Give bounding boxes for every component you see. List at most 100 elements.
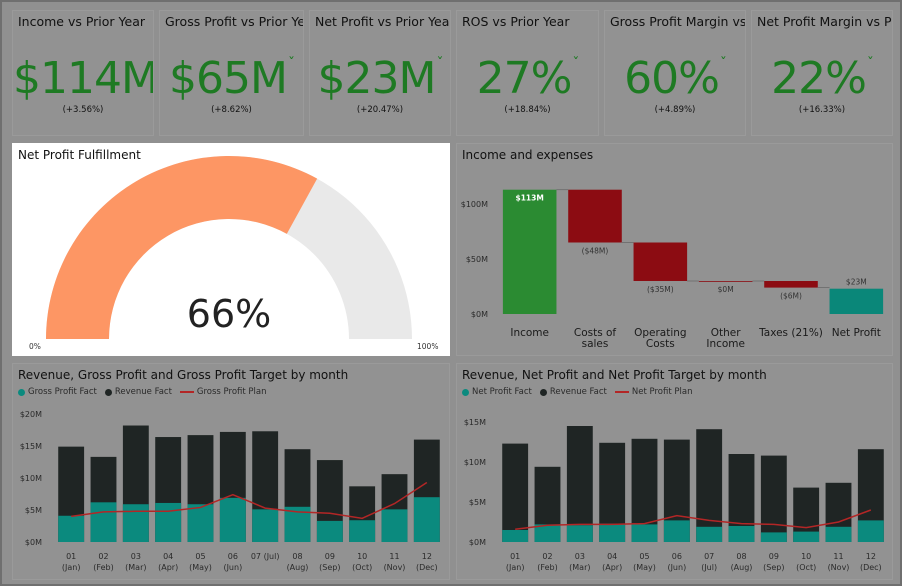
waterfall-category-label: Income xyxy=(706,338,745,350)
profit-bar xyxy=(155,502,182,542)
gp-chart-title: Revenue, Gross Profit and Gross Profit T… xyxy=(18,368,349,382)
x-tick-label: 01 xyxy=(510,552,520,561)
kpi-card-ros[interactable]: ROS vs Prior Year 27%ˇ (+18.84%) xyxy=(456,10,599,136)
x-tick-label: (Jul) xyxy=(701,563,717,572)
kpi-title: Gross Profit Margin vs P... xyxy=(610,14,746,29)
waterfall-category-label: Income xyxy=(510,327,549,339)
waterfall-category-label: sales xyxy=(582,338,609,350)
kpi-card-gross-profit-margin[interactable]: Gross Profit Margin vs P... 60%ˇ (+4.89%… xyxy=(604,10,746,136)
legend-item-net-profit-fact[interactable]: Net Profit Fact xyxy=(462,387,532,397)
legend-item-revenue-fact[interactable]: Revenue Fact xyxy=(104,387,172,397)
x-tick-label: 07 xyxy=(704,552,714,561)
revenue-bar xyxy=(696,429,723,542)
gauge-card[interactable]: Net Profit Fulfillment 66% 0% 100% xyxy=(12,143,450,356)
x-tick-label: (Mar) xyxy=(125,563,146,572)
legend-dot-icon xyxy=(18,388,25,396)
check-icon: ˇ xyxy=(436,56,443,72)
profit-bar xyxy=(219,497,246,542)
waterfall-data-label: $23M xyxy=(846,278,867,287)
x-tick-label: (Dec) xyxy=(860,563,882,572)
gauge-chart: 66% 0% 100% xyxy=(29,156,438,351)
y-tick-label: $0M xyxy=(25,538,42,547)
kpi-delta: (+16.33%) xyxy=(798,105,846,115)
profit-bar xyxy=(349,520,376,542)
profit-bar xyxy=(413,497,440,542)
kpi-card-net-profit-margin[interactable]: Net Profit Margin vs Pri... 22%ˇ (+16.33… xyxy=(751,10,893,136)
x-tick-label: 11 xyxy=(389,552,399,561)
profit-bar xyxy=(760,532,787,542)
waterfall-data-label: $113M xyxy=(515,194,543,203)
kpi-card-income[interactable]: Income vs Prior Year $114Mˇ (+3.56%) xyxy=(12,10,154,136)
legend-item-gross-profit-fact[interactable]: Gross Profit Fact xyxy=(18,387,97,397)
waterfall-chart: $0M $50M $100M $113M Income ($48M) Costs ofsal… xyxy=(461,189,884,350)
x-tick-label: 04 xyxy=(607,552,617,561)
kpi-delta: (+18.84%) xyxy=(504,105,551,115)
x-tick-label: 08 xyxy=(292,552,302,561)
legend-item-gross-profit-plan[interactable]: Gross Profit Plan xyxy=(179,387,267,397)
net-profit-monthly-card[interactable]: Revenue, Net Profit and Net Profit Targe… xyxy=(456,363,893,580)
legend-item-net-profit-plan[interactable]: Net Profit Plan xyxy=(614,387,692,397)
waterfall-bar xyxy=(502,189,557,314)
gauge-title: Net Profit Fulfillment xyxy=(18,148,141,162)
revenue-bar xyxy=(502,443,529,542)
legend-line-icon xyxy=(614,391,629,393)
x-tick-label: (Jan) xyxy=(506,563,525,572)
check-icon: ˇ xyxy=(719,56,727,72)
y-tick-label: $0M xyxy=(471,310,488,319)
profit-bar xyxy=(566,525,593,542)
kpi-value: 27%ˇ xyxy=(476,53,580,104)
profit-bar xyxy=(696,526,723,542)
x-tick-label: 10 xyxy=(801,552,811,561)
np-legend: Net Profit Fact Revenue Fact Net Profit … xyxy=(462,387,692,397)
waterfall-data-label: ($48M) xyxy=(582,247,609,256)
waterfall-bar xyxy=(764,281,818,288)
gauge-value-label: 66% xyxy=(187,292,271,336)
kpi-title: Net Profit Margin vs Pri... xyxy=(757,14,892,29)
legend-dot-icon xyxy=(539,388,547,396)
legend-item-revenue-fact[interactable]: Revenue Fact xyxy=(539,387,607,397)
kpi-delta: (+8.62%) xyxy=(211,105,252,115)
x-tick-label: 04 xyxy=(163,552,173,561)
x-tick-label: 03 xyxy=(575,552,585,561)
y-tick-label: $5M xyxy=(25,506,42,515)
x-tick-label: 12 xyxy=(866,552,876,561)
kpi-value: $114Mˇ xyxy=(13,53,154,104)
x-tick-label: 06 xyxy=(228,552,238,561)
x-tick-label: 05 xyxy=(195,552,205,561)
x-tick-label: (Nov) xyxy=(384,563,406,572)
y-tick-label: $15M xyxy=(20,442,42,451)
gross-profit-monthly-card[interactable]: Revenue, Gross Profit and Gross Profit T… xyxy=(12,363,450,580)
gauge-min-label: 0% xyxy=(29,342,41,351)
waterfall-category-label: Costs of xyxy=(574,327,617,339)
x-tick-label: 11 xyxy=(833,552,843,561)
kpi-card-net-profit[interactable]: Net Profit vs Prior Year $23Mˇ (+20.47%) xyxy=(309,10,451,136)
profit-bar xyxy=(252,509,279,542)
kpi-title: Income vs Prior Year xyxy=(18,14,146,29)
profit-bar xyxy=(793,531,820,542)
x-tick-label: (May) xyxy=(633,563,656,572)
profit-bar xyxy=(663,520,690,542)
waterfall-card[interactable]: Income and expenses $0M $50M $100M $113M Inc… xyxy=(456,143,893,356)
kpi-card-gross-profit[interactable]: Gross Profit vs Prior Year $65Mˇ (+8.62%… xyxy=(159,10,304,136)
x-tick-label: 02 xyxy=(98,552,108,561)
x-tick-label: 09 xyxy=(769,552,779,561)
x-tick-label: (Mar) xyxy=(569,563,590,572)
profit-bar xyxy=(58,515,85,542)
kpi-delta: (+20.47%) xyxy=(356,105,404,115)
kpi-title: Gross Profit vs Prior Year xyxy=(165,14,304,29)
legend-dot-icon xyxy=(104,388,112,396)
y-tick-label: $15M xyxy=(464,418,486,427)
x-tick-label: (Feb) xyxy=(537,563,557,572)
kpi-delta: (+3.56%) xyxy=(62,105,104,115)
waterfall-bar xyxy=(633,242,688,281)
kpi-value: $65Mˇ xyxy=(169,53,295,104)
y-tick-label: $0M xyxy=(469,538,486,547)
x-tick-label: (Nov) xyxy=(828,563,850,572)
x-tick-label: (Sep) xyxy=(763,563,784,572)
x-tick-label: (Oct) xyxy=(796,563,816,572)
x-tick-label: (Jun) xyxy=(223,563,242,572)
waterfall-category-label: Costs xyxy=(646,338,675,350)
x-tick-label: (Dec) xyxy=(416,563,438,572)
y-tick-label: $10M xyxy=(20,474,42,483)
